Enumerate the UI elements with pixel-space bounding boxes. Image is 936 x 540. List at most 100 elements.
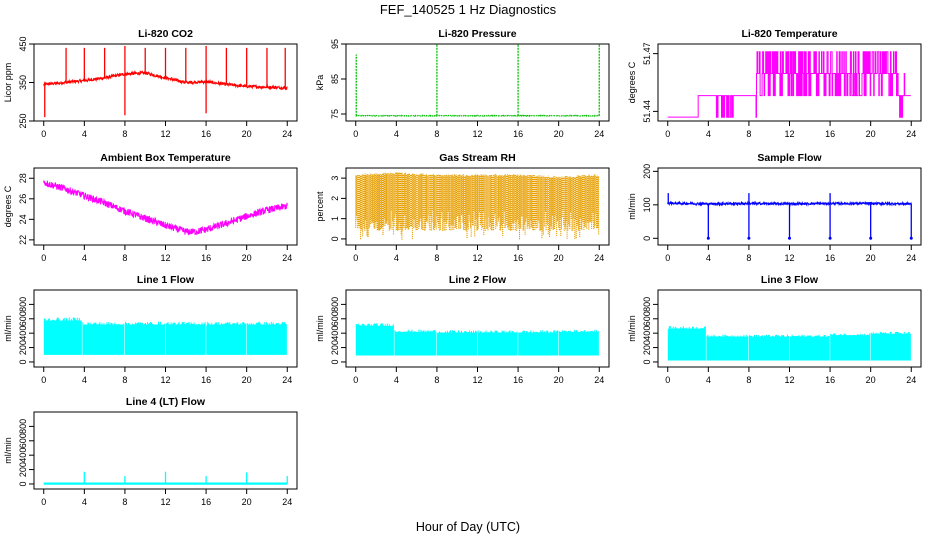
y-axis-label: ml/min bbox=[3, 315, 13, 342]
x-tick-label: 24 bbox=[906, 253, 916, 263]
x-tick-label: 16 bbox=[201, 253, 211, 263]
chart-title: Line 4 (LT) Flow bbox=[126, 396, 206, 408]
x-tick-label: 4 bbox=[394, 129, 399, 139]
x-tick-label: 16 bbox=[513, 129, 523, 139]
y-tick-label: 600 bbox=[330, 311, 340, 326]
y-tick-label: 51.47 bbox=[642, 42, 652, 65]
y-tick-label: 24 bbox=[18, 214, 28, 224]
y-tick-label: 75 bbox=[330, 109, 340, 119]
x-tick-label: 0 bbox=[41, 497, 46, 507]
x-tick-label: 4 bbox=[706, 129, 711, 139]
data-line bbox=[355, 172, 600, 240]
x-tick-label: 16 bbox=[825, 129, 835, 139]
x-tick-label: 16 bbox=[825, 375, 835, 385]
y-tick-label: 400 bbox=[330, 326, 340, 341]
x-tick-label: 24 bbox=[906, 375, 916, 385]
x-tick-label: 12 bbox=[160, 375, 170, 385]
data-noise bbox=[749, 334, 789, 361]
x-tick-label: 16 bbox=[513, 375, 523, 385]
y-axis-label: degrees C bbox=[3, 185, 13, 227]
chart-title: Li-820 Temperature bbox=[741, 28, 837, 40]
plot-area bbox=[667, 326, 911, 361]
plot-area bbox=[355, 172, 600, 240]
x-tick-label: 8 bbox=[122, 497, 127, 507]
x-tick-label: 8 bbox=[434, 129, 439, 139]
x-tick-label: 12 bbox=[160, 497, 170, 507]
y-tick-label: 0 bbox=[642, 359, 652, 364]
y-axis-label: ml/min bbox=[627, 315, 637, 342]
data-noise bbox=[43, 317, 82, 355]
data-noise bbox=[706, 334, 749, 361]
plot-area bbox=[355, 323, 599, 356]
y-tick-label: 800 bbox=[642, 297, 652, 312]
y-tick-label: 200 bbox=[642, 164, 652, 179]
chart-title: Li-820 Pressure bbox=[438, 28, 516, 40]
chart-title: Line 2 Flow bbox=[449, 274, 507, 286]
x-tick-label: 16 bbox=[201, 375, 211, 385]
x-tick-label: 12 bbox=[784, 129, 794, 139]
data-noise bbox=[870, 331, 911, 361]
plot-frame bbox=[345, 43, 610, 122]
chart-title: Sample Flow bbox=[757, 152, 822, 164]
x-tick-label: 4 bbox=[82, 375, 87, 385]
x-tick-label: 16 bbox=[201, 497, 211, 507]
x-tick-label: 8 bbox=[122, 253, 127, 263]
x-tick-label: 24 bbox=[906, 129, 916, 139]
y-tick-label: 22 bbox=[18, 235, 28, 245]
plot-area bbox=[43, 180, 288, 236]
x-tick-label: 16 bbox=[513, 253, 523, 263]
plot-area bbox=[667, 193, 913, 240]
y-tick-label: 0 bbox=[642, 236, 652, 241]
x-tick-label: 20 bbox=[242, 497, 252, 507]
x-tick-label: 24 bbox=[594, 253, 604, 263]
y-tick-label: 3 bbox=[330, 176, 340, 181]
x-tick-label: 20 bbox=[866, 253, 876, 263]
x-tick-label: 8 bbox=[122, 375, 127, 385]
data-noise bbox=[789, 334, 830, 361]
y-axis-label: degrees C bbox=[627, 61, 637, 103]
chart-title: Line 3 Flow bbox=[761, 274, 819, 286]
x-tick-label: 24 bbox=[282, 129, 292, 139]
x-tick-label: 0 bbox=[665, 129, 670, 139]
y-tick-label: 100 bbox=[642, 197, 652, 212]
y-tick-label: 250 bbox=[18, 113, 28, 128]
y-tick-label: 400 bbox=[18, 326, 28, 341]
y-axis-label: kPa bbox=[315, 75, 325, 91]
x-tick-label: 4 bbox=[706, 375, 711, 385]
y-tick-label: 26 bbox=[18, 194, 28, 204]
x-tick-label: 4 bbox=[82, 497, 87, 507]
x-tick-label: 12 bbox=[784, 375, 794, 385]
data-noise bbox=[394, 329, 437, 356]
data-noise bbox=[165, 321, 206, 355]
x-tick-label: 0 bbox=[353, 253, 358, 263]
x-tick-label: 0 bbox=[353, 375, 358, 385]
data-point bbox=[909, 236, 913, 240]
x-tick-label: 20 bbox=[554, 253, 564, 263]
data-noise bbox=[246, 321, 287, 355]
y-tick-label: 600 bbox=[18, 311, 28, 326]
y-tick-label: 0 bbox=[330, 359, 340, 364]
y-axis-label: ml/min bbox=[627, 193, 637, 220]
data-noise bbox=[82, 321, 125, 355]
x-tick-label: 24 bbox=[282, 375, 292, 385]
x-tick-label: 0 bbox=[41, 129, 46, 139]
y-tick-label: 800 bbox=[18, 297, 28, 312]
data-noise bbox=[558, 329, 599, 356]
chart-panel: 0 4 8 12 16 20 24 22 24 26 28 degrees C Ambient Box … bbox=[3, 152, 298, 263]
data-noise bbox=[477, 330, 518, 356]
data-noise bbox=[667, 326, 706, 361]
chart-panel: 0 4 8 12 16 20 24 250 350 450 Licor ppm Li-820 CO2 bbox=[3, 28, 298, 139]
y-axis-label: ml/min bbox=[315, 315, 325, 342]
x-tick-label: 20 bbox=[866, 375, 876, 385]
x-tick-label: 20 bbox=[242, 129, 252, 139]
x-tick-label: 0 bbox=[665, 375, 670, 385]
x-tick-label: 12 bbox=[784, 253, 794, 263]
y-axis-label: percent bbox=[315, 191, 325, 222]
x-tick-label: 12 bbox=[160, 129, 170, 139]
data-point bbox=[828, 236, 832, 240]
x-tick-label: 8 bbox=[434, 253, 439, 263]
